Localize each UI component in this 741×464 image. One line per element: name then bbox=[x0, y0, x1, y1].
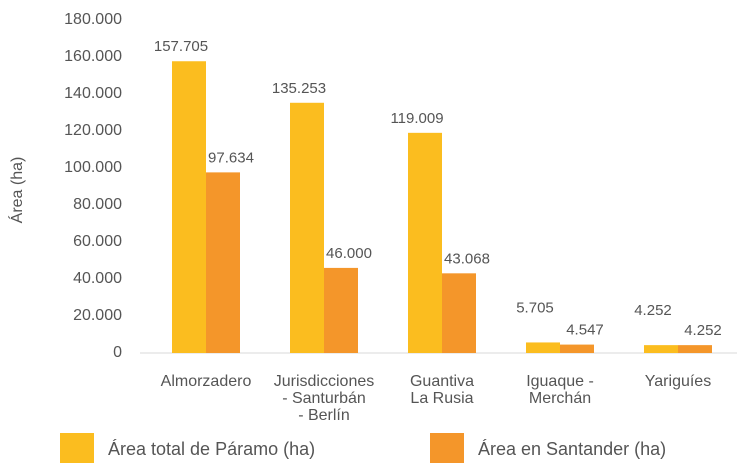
y-tick-label: 160.000 bbox=[64, 48, 122, 65]
y-tick-label: 60.000 bbox=[73, 233, 122, 250]
data-label: 46.000 bbox=[326, 245, 372, 262]
y-axis-label: Área (ha) bbox=[7, 157, 26, 224]
bar bbox=[206, 172, 240, 353]
data-label: 135.253 bbox=[272, 80, 326, 97]
bar bbox=[526, 342, 560, 353]
bar bbox=[290, 102, 324, 353]
data-label: 43.068 bbox=[444, 250, 490, 267]
bar bbox=[408, 132, 442, 353]
x-tick-label: Yariguíes bbox=[645, 373, 711, 390]
y-tick-label: 0 bbox=[113, 344, 122, 361]
data-label: 5.705 bbox=[516, 299, 554, 316]
x-tick-label: Jurisdicciones - Santurbán - Berlín bbox=[274, 373, 374, 424]
legend-swatch bbox=[430, 433, 464, 463]
bar bbox=[172, 61, 206, 353]
y-tick-label: 100.000 bbox=[64, 159, 122, 176]
y-tick-label: 80.000 bbox=[73, 196, 122, 213]
data-label: 157.705 bbox=[154, 38, 208, 55]
x-tick-label: Iguaque -Merchán bbox=[526, 373, 594, 407]
bar bbox=[442, 273, 476, 353]
y-tick-label: 140.000 bbox=[64, 85, 122, 102]
bar bbox=[324, 267, 358, 353]
y-tick-label: 40.000 bbox=[73, 270, 122, 287]
data-label: 4.252 bbox=[634, 302, 672, 319]
data-label: 4.547 bbox=[566, 322, 604, 339]
data-label: 4.252 bbox=[684, 322, 722, 339]
data-label: 119.009 bbox=[390, 110, 443, 127]
legend-label: Área en Santander (ha) bbox=[478, 439, 666, 459]
bar bbox=[644, 345, 678, 353]
x-tick-label: Guantiva La Rusia bbox=[410, 373, 474, 407]
y-tick-label: 180.000 bbox=[64, 11, 122, 28]
legend-label: Área total de Páramo (ha) bbox=[108, 439, 315, 459]
x-tick-label: Almorzadero bbox=[161, 373, 252, 390]
data-label: 97.634 bbox=[208, 149, 254, 166]
y-tick-label: 120.000 bbox=[64, 122, 122, 139]
bar bbox=[560, 344, 594, 353]
y-tick-label: 20.000 bbox=[73, 307, 122, 324]
legend-swatch bbox=[60, 433, 94, 463]
bar bbox=[678, 345, 712, 353]
